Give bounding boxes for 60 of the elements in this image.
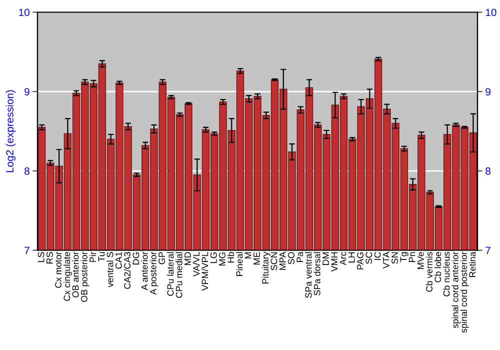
x-tick-label: IC	[374, 252, 381, 260]
x-tick-label: LG	[210, 252, 217, 263]
x-tick-label: GP	[158, 252, 166, 264]
x-tick-label: SCN	[270, 252, 278, 270]
x-tick-label: Retina	[468, 252, 476, 277]
x-tick-label: ME	[254, 252, 260, 264]
x-tick-label: VA/VL	[192, 252, 200, 277]
x-tick-label: CPu medial	[176, 252, 182, 298]
x-tick-label: A anterior	[141, 252, 148, 290]
x-tick-label: Cx cingulate	[63, 252, 72, 301]
x-tick-label: Tg	[400, 252, 408, 262]
x-tick-label: PAG	[357, 252, 364, 270]
x-tick-label: SC	[366, 252, 372, 264]
x-tick-label: Pn	[408, 252, 416, 262]
x-tick-label: Pa	[296, 252, 304, 262]
x-tick-label: DG	[132, 252, 140, 264]
x-tick-label: CPu lateral	[167, 252, 174, 296]
x-tick-label: RS	[46, 252, 53, 264]
y2-tick-label: 7	[486, 246, 490, 254]
x-tick-label: SN	[392, 252, 398, 264]
x-tick-label: MPA	[280, 252, 286, 270]
y-tick-label: 9	[24, 88, 30, 96]
x-tick-label: Cx motor	[55, 252, 62, 288]
y2-tick-label: 9	[486, 88, 490, 96]
x-tick-label: Cb vermis	[426, 252, 432, 292]
x-tick-label: A posterior	[150, 252, 158, 295]
x-tick-label: M	[244, 252, 252, 258]
x-tick-label: LH	[348, 252, 355, 262]
x-tick-label: Cb lobe	[434, 252, 442, 282]
x-tick-label: Arc	[340, 252, 346, 266]
x-tick-label: MG	[219, 252, 226, 266]
x-tick-label: Cb nucleus	[443, 252, 450, 296]
x-tick-label: OB anterior	[72, 252, 79, 298]
x-tick-label: CA1	[115, 252, 122, 269]
x-tick-label: Pituitary	[262, 252, 270, 284]
y2-tick-label: 10	[486, 8, 496, 16]
x-tick-label: SPa ventral	[305, 252, 312, 298]
x-tick-label: SO	[288, 252, 294, 264]
x-tick-label: Tu	[98, 252, 105, 262]
x-tick-label: LS	[38, 252, 44, 262]
x-tick-label: VPM/VPL	[202, 252, 208, 291]
x-tick-label: SPa dorsal	[314, 252, 320, 296]
x-tick-label: CA2/CA3	[124, 252, 131, 289]
x-tick-label: spinal cord anterior	[452, 252, 460, 328]
x-tick-label: DM	[322, 252, 329, 265]
x-tick-label: MVe	[418, 252, 424, 269]
x-tick-label: MD	[184, 252, 191, 265]
x-tick-label: Hb	[227, 252, 234, 262]
x-tick-label: VMH	[331, 252, 338, 272]
y-tick-label: 8	[24, 167, 30, 175]
y-tick-label: 10	[19, 8, 30, 16]
x-tick-label: Pineal	[236, 252, 243, 276]
x-tick-label: OB posterior	[80, 252, 90, 302]
x-tick-label: Pir	[89, 252, 96, 262]
y-axis-title: Log2 (expression)	[6, 90, 16, 172]
y-tick-label: 7	[24, 246, 30, 254]
x-tick-label: spinal cord posterior	[460, 252, 469, 333]
y2-tick-label: 8	[486, 167, 490, 175]
x-tick-label: VTA	[383, 252, 390, 268]
x-tick-label: ventral S	[106, 252, 114, 288]
